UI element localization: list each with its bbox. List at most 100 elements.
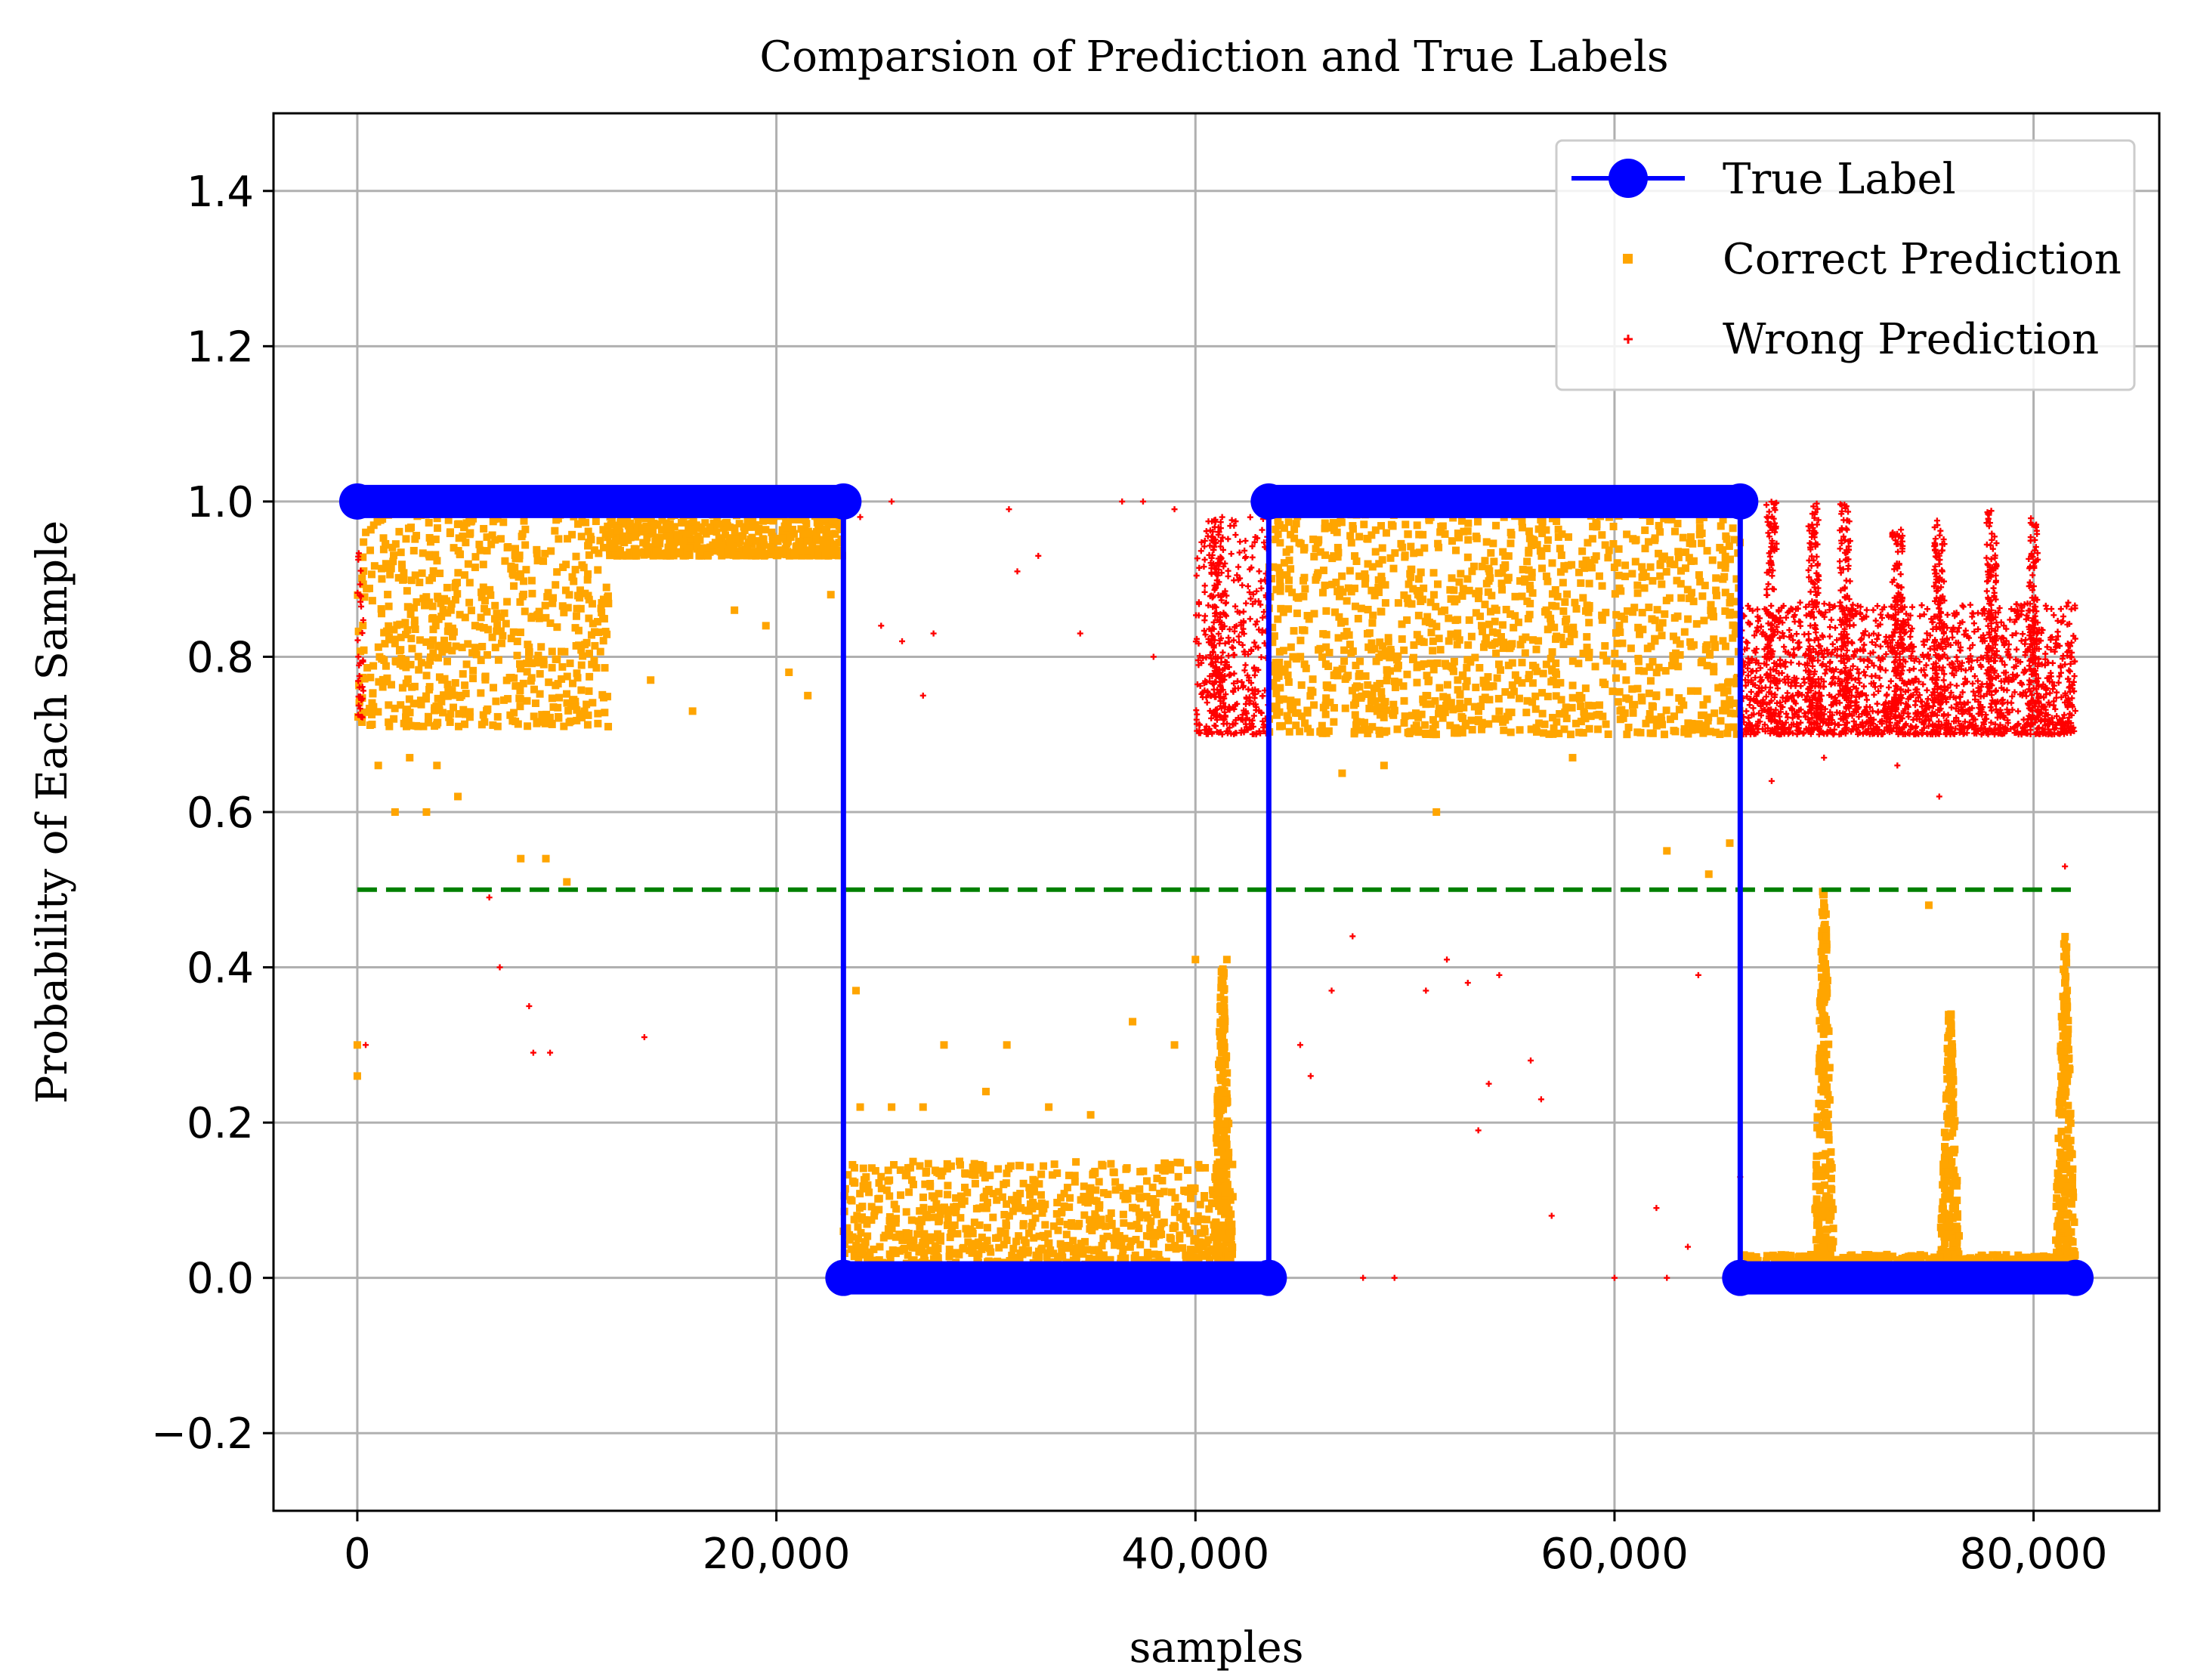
correct-prediction-point <box>1409 585 1417 593</box>
correct-prediction-point <box>1824 1123 1832 1131</box>
correct-prediction-point <box>1003 1236 1011 1244</box>
correct-prediction-point <box>748 533 756 542</box>
correct-prediction-point <box>568 679 576 687</box>
correct-prediction-point <box>1341 675 1349 684</box>
correct-prediction-point <box>601 530 610 539</box>
correct-prediction-point <box>1646 563 1655 571</box>
correct-prediction-point <box>862 1173 870 1181</box>
correct-prediction-point <box>1587 564 1596 572</box>
correct-prediction-point <box>1817 1235 1825 1243</box>
correct-prediction-point <box>979 1162 987 1170</box>
correct-prediction-point <box>1276 575 1284 583</box>
correct-prediction-point <box>1401 520 1410 529</box>
correct-prediction-point <box>1579 594 1587 602</box>
correct-prediction-point <box>571 566 579 574</box>
correct-prediction-point <box>521 607 529 616</box>
correct-prediction-point <box>1300 544 1309 552</box>
correct-prediction-point <box>551 527 559 535</box>
correct-prediction-point <box>489 721 497 729</box>
correct-prediction-point <box>1583 644 1591 652</box>
correct-prediction-point <box>1142 1211 1150 1219</box>
correct-prediction-point <box>1726 709 1735 718</box>
correct-prediction-point <box>779 534 787 542</box>
correct-prediction-point <box>1613 559 1621 567</box>
correct-prediction-point <box>1623 530 1631 539</box>
correct-prediction-point <box>1393 725 1401 733</box>
correct-prediction-point <box>1656 572 1664 580</box>
correct-prediction-point <box>461 720 469 728</box>
correct-prediction-point <box>1445 637 1453 645</box>
correct-prediction-point <box>1652 691 1661 699</box>
correct-prediction-point <box>537 643 545 651</box>
correct-prediction-point <box>1698 529 1706 537</box>
correct-prediction-point <box>697 548 706 556</box>
correct-prediction-point <box>403 603 412 611</box>
correct-prediction-point <box>1293 709 1302 718</box>
correct-prediction-point <box>934 1254 942 1262</box>
correct-prediction-point <box>1541 720 1549 728</box>
correct-prediction-point <box>533 655 542 663</box>
correct-prediction-point <box>651 542 660 550</box>
correct-prediction-point <box>1498 585 1507 594</box>
correct-prediction-point <box>1710 662 1718 671</box>
correct-prediction-point <box>1643 644 1652 653</box>
correct-prediction-point <box>594 618 602 626</box>
correct-prediction-point <box>1652 669 1661 677</box>
correct-prediction-point <box>1700 616 1708 625</box>
correct-prediction-point <box>943 1160 951 1168</box>
correct-prediction-point <box>1335 592 1343 601</box>
correct-prediction-point <box>425 683 434 691</box>
correct-prediction-point <box>1528 589 1537 598</box>
correct-prediction-point <box>518 592 527 601</box>
correct-prediction-point <box>1328 554 1337 563</box>
correct-prediction-point <box>1457 517 1466 525</box>
correct-prediction-point <box>1211 1219 1219 1228</box>
correct-prediction-point <box>1410 641 1418 649</box>
correct-prediction-point <box>1577 703 1585 711</box>
correct-prediction-point <box>509 571 518 579</box>
correct-prediction-point <box>1813 1123 1822 1132</box>
correct-prediction-point <box>1820 1055 1828 1064</box>
correct-prediction-point <box>1994 1251 2002 1259</box>
correct-prediction-point <box>1213 1097 1222 1105</box>
correct-prediction-point <box>854 1234 863 1243</box>
correct-prediction-point <box>1549 730 1557 738</box>
correct-prediction-point <box>1676 640 1684 648</box>
correct-prediction-point <box>1272 585 1281 594</box>
correct-prediction-point <box>1615 571 1623 579</box>
correct-prediction-point <box>1136 1213 1144 1221</box>
correct-prediction-point <box>1380 652 1388 660</box>
correct-prediction-point <box>1167 1188 1176 1197</box>
correct-prediction-point <box>1658 632 1666 640</box>
correct-prediction-point <box>762 526 770 534</box>
correct-prediction-point <box>1985 1253 1993 1262</box>
correct-prediction-point <box>570 577 578 585</box>
correct-prediction-point <box>1455 533 1463 542</box>
correct-prediction-point <box>499 696 508 704</box>
correct-prediction-point <box>677 519 685 527</box>
correct-prediction-point <box>1074 1222 1082 1231</box>
correct-prediction-point <box>1429 569 1438 577</box>
correct-prediction-point <box>907 1256 916 1265</box>
correct-prediction-point <box>1658 619 1667 627</box>
correct-prediction-point <box>1355 669 1364 678</box>
correct-prediction-point <box>884 1166 892 1175</box>
correct-prediction-point <box>1166 1160 1174 1169</box>
correct-prediction-point <box>675 548 684 556</box>
correct-prediction-point <box>1158 1176 1167 1184</box>
correct-prediction-point <box>1827 1184 1835 1193</box>
correct-prediction-point <box>1375 560 1383 568</box>
correct-prediction-point <box>1920 1252 1928 1260</box>
correct-prediction-point <box>963 1230 972 1238</box>
correct-prediction-point <box>564 604 572 612</box>
correct-prediction-point <box>1337 518 1346 527</box>
correct-prediction-point <box>1417 568 1425 576</box>
correct-prediction-point <box>1223 1069 1232 1077</box>
correct-prediction-point <box>739 532 747 540</box>
correct-prediction-point <box>1847 1252 1855 1260</box>
correct-prediction-point <box>1437 523 1445 531</box>
correct-prediction-point <box>1184 1166 1192 1175</box>
correct-prediction-point <box>1458 591 1466 600</box>
correct-prediction-point <box>823 546 831 554</box>
correct-prediction-point <box>638 523 647 532</box>
